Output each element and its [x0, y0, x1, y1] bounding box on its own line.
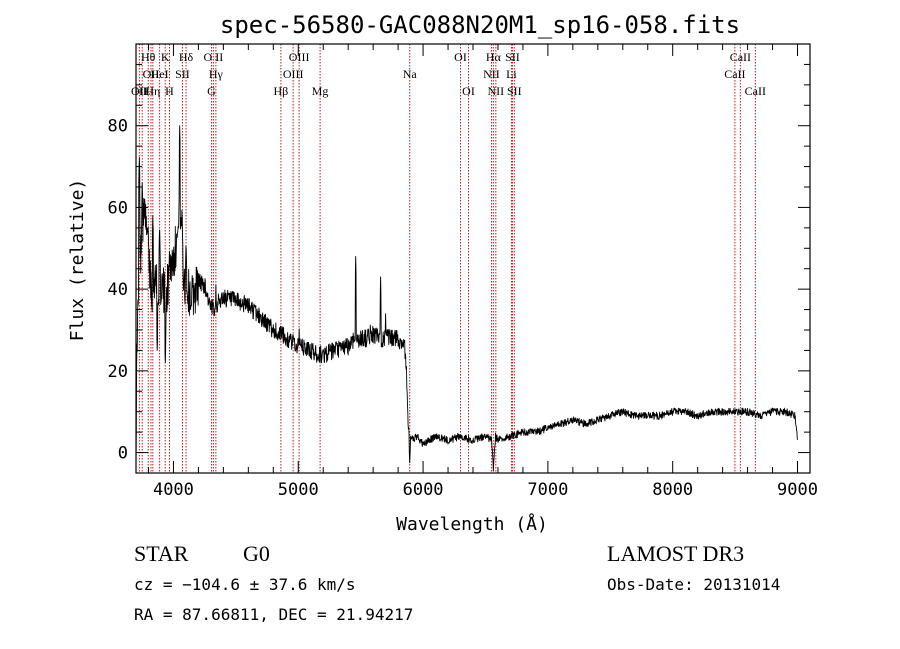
x-axis-label: Wavelength (Å)	[396, 513, 548, 535]
line-marker-label: Hγ	[209, 67, 224, 81]
y-tick-label: 20	[108, 362, 128, 382]
y-tick-label: 60	[108, 198, 128, 218]
line-marker-label: H	[165, 84, 174, 98]
line-marker-label: K	[161, 50, 170, 64]
subclass-label: G0	[243, 541, 270, 566]
radec-readout: RA = 87.66811, DEC = 21.94217	[134, 605, 413, 624]
spectrum	[135, 125, 798, 472]
y-tick-label: 40	[108, 280, 128, 300]
line-marker-label: Mg	[312, 84, 329, 98]
line-marker-label: Hδ	[179, 50, 194, 64]
x-tick-label: 5000	[278, 480, 319, 500]
line-marker-label: CaII	[745, 84, 766, 98]
line-marker-label: SII	[507, 84, 522, 98]
line-marker-label: CaII	[724, 67, 745, 81]
y-axis-label: Flux (relative)	[67, 179, 88, 342]
line-marker-label: SII	[505, 50, 520, 64]
line-marker-label: SII	[175, 67, 190, 81]
line-markers	[138, 44, 756, 473]
x-tick-label: 9000	[777, 480, 818, 500]
x-tick-label: 8000	[652, 480, 693, 500]
x-tick-label: 7000	[527, 480, 568, 500]
line-marker-label: OII	[131, 84, 148, 98]
line-marker-label: NII	[483, 67, 500, 81]
line-marker-label: OIII	[289, 50, 310, 64]
line-marker-label: Hη	[145, 84, 160, 98]
y-tick-label: 0	[118, 444, 128, 464]
line-marker-label: CaII	[730, 50, 751, 64]
line-marker-label: G	[207, 84, 216, 98]
line-marker-label: HE	[134, 84, 150, 98]
chart-title: spec-56580-GAC088N20M1_sp16-058.fits	[220, 11, 740, 39]
line-marker-label: OI	[454, 50, 467, 64]
line-marker-label: OIII	[283, 67, 304, 81]
line-marker-label: Hβ	[274, 84, 289, 98]
line-marker-label: OII	[143, 67, 160, 81]
spectrum-line	[135, 125, 798, 472]
x-tick-label: 6000	[403, 480, 444, 500]
y-tick-label: 80	[108, 117, 128, 137]
line-marker-label: OI	[462, 84, 475, 98]
line-marker-label: Li	[506, 67, 517, 81]
line-marker-label: Hα	[486, 50, 502, 64]
axes: 4000 5000 6000 7000 8000 9000 0 20 40 60 80	[108, 43, 818, 500]
line-marker-label: Na	[403, 67, 418, 81]
x-tick-label: 4000	[153, 480, 194, 500]
line-marker-label: NII	[488, 84, 505, 98]
line-marker-label: O II	[204, 50, 224, 64]
cz-readout: cz = −104.6 ± 37.6 km/s	[134, 575, 356, 594]
line-marker-label: Hθ	[141, 50, 156, 64]
obs-date-readout: Obs-Date: 20131014	[607, 575, 780, 594]
line-marker-label: HeI	[151, 67, 169, 81]
survey-label: LAMOST DR3	[607, 541, 744, 566]
class-label: STAR	[134, 541, 189, 566]
